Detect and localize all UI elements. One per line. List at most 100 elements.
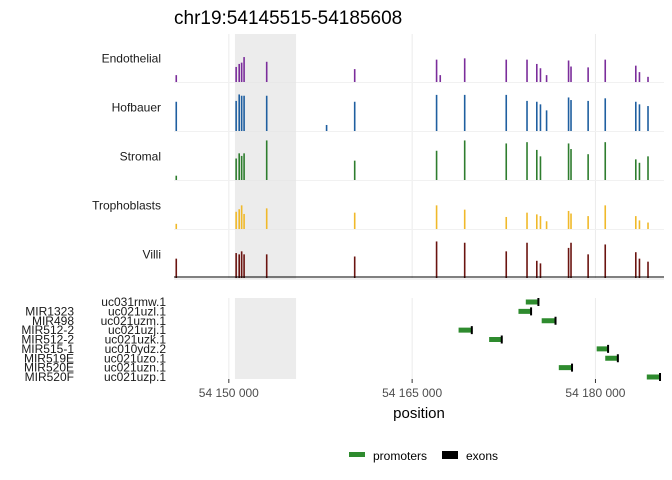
gene-exon bbox=[500, 335, 503, 344]
signal-peak bbox=[243, 153, 245, 180]
legend-swatch-promoters bbox=[349, 452, 365, 457]
gene-symbol-label: MIR520F bbox=[25, 370, 74, 384]
signal-peak bbox=[243, 213, 245, 229]
signal-peak bbox=[238, 254, 241, 278]
signal-peak bbox=[435, 59, 438, 82]
x-axis: 54 150 000 54 165 000 54 180 000 bbox=[199, 379, 626, 400]
gene-transcript-label: uc010ydz.2 bbox=[105, 342, 167, 356]
track-stromal: Stromal bbox=[120, 132, 664, 182]
track-label: Hofbauer bbox=[112, 101, 161, 115]
gene-exon bbox=[571, 363, 574, 372]
signal-peak bbox=[238, 153, 241, 180]
gene-row: uc021uzl.1 MIR1323 bbox=[25, 304, 533, 318]
gene-promoter bbox=[518, 308, 532, 314]
signal-peak bbox=[435, 241, 438, 278]
signal-peak bbox=[647, 261, 649, 278]
gene-promoter bbox=[646, 374, 661, 380]
signal-peak bbox=[539, 263, 542, 278]
gene-promoter bbox=[458, 327, 473, 333]
signal-peak bbox=[463, 94, 466, 131]
signal-peak bbox=[240, 62, 243, 82]
signal-peak bbox=[463, 209, 466, 229]
signal-peak bbox=[535, 260, 538, 278]
track-endothelial: Endothelial bbox=[102, 34, 664, 84]
gene-transcript-label: uc021uzn.1 bbox=[104, 361, 166, 375]
track-label: Stromal bbox=[120, 150, 161, 164]
signal-peak bbox=[634, 216, 637, 229]
gene-exon bbox=[607, 344, 610, 353]
gene-symbol-label: MIR498 bbox=[32, 314, 74, 328]
track-trophoblasts: Trophoblasts bbox=[92, 181, 664, 231]
gene-symbol-label: MIR1323 bbox=[25, 304, 74, 318]
track-label: Villi bbox=[143, 248, 161, 262]
gene-promoter bbox=[605, 355, 619, 361]
signal-peak bbox=[235, 253, 237, 278]
tracks-layer: Endothelial Hofbauer Stromal Trophoblasts Vi… bbox=[92, 34, 664, 280]
legend-swatch-exons bbox=[442, 451, 458, 459]
signal-peak bbox=[570, 66, 572, 82]
signal-peak bbox=[175, 101, 178, 131]
signal-peak bbox=[638, 220, 641, 229]
signal-peak bbox=[634, 65, 637, 82]
signal-peak bbox=[265, 208, 268, 229]
signal-peak bbox=[567, 247, 570, 278]
signal-peak bbox=[353, 256, 356, 278]
signal-peak bbox=[235, 100, 237, 131]
track-hofbauer: Hofbauer bbox=[112, 83, 664, 133]
signal-peak bbox=[535, 63, 538, 82]
signal-peak bbox=[587, 67, 589, 82]
gene-exon bbox=[554, 316, 557, 325]
gene-promoter bbox=[558, 365, 573, 371]
gene-exon bbox=[470, 326, 473, 335]
signal-peak bbox=[539, 68, 542, 82]
gene-row: uc010ydz.2 MIR515-1 bbox=[21, 342, 610, 356]
signal-peak bbox=[604, 244, 607, 278]
signal-peak bbox=[545, 110, 548, 131]
signal-peak bbox=[570, 149, 572, 180]
gene-row: uc031rmw.1 bbox=[101, 295, 540, 309]
signal-peak bbox=[545, 75, 548, 82]
signal-peak bbox=[238, 94, 241, 131]
signal-peak bbox=[240, 95, 243, 131]
signal-peak bbox=[463, 58, 466, 82]
signal-peak bbox=[505, 251, 508, 278]
signal-peak bbox=[243, 57, 245, 82]
signal-peak bbox=[240, 155, 243, 180]
signal-peak bbox=[634, 252, 637, 278]
signal-peak bbox=[238, 209, 241, 229]
gene-transcript-label: uc021uzm.1 bbox=[101, 314, 167, 328]
gene-row: uc021uzp.1 MIR520F bbox=[25, 370, 662, 384]
signal-peak bbox=[435, 205, 438, 229]
legend-label: exons bbox=[466, 449, 498, 463]
legend-label: promoters bbox=[373, 449, 427, 463]
gene-transcript-label: uc021uzl.1 bbox=[108, 304, 166, 318]
signal-peak bbox=[435, 94, 438, 131]
gene-symbol-label: MIR520E bbox=[24, 361, 74, 375]
gene-symbol-label: MIR515-1 bbox=[21, 342, 74, 356]
signal-peak bbox=[634, 159, 637, 180]
highlight-region bbox=[234, 83, 297, 132]
signal-peak bbox=[567, 97, 570, 131]
signal-peak bbox=[505, 59, 508, 82]
track-villi: Villi bbox=[143, 230, 664, 280]
signal-peak bbox=[435, 150, 438, 180]
gene-transcript-label: uc021uzj.1 bbox=[108, 323, 166, 337]
signal-peak bbox=[243, 95, 245, 131]
signal-peak bbox=[647, 156, 649, 180]
signal-peak bbox=[638, 162, 641, 180]
gene-symbol-label: MIR512-2 bbox=[21, 323, 74, 337]
signal-peak bbox=[587, 154, 589, 180]
signal-peak bbox=[265, 254, 268, 278]
signal-peak bbox=[526, 242, 528, 278]
signal-peak bbox=[647, 76, 649, 82]
signal-peak bbox=[539, 156, 542, 180]
signal-peak bbox=[587, 100, 589, 131]
gene-row: uc021uzn.1 MIR520E bbox=[24, 361, 574, 375]
signal-peak bbox=[235, 66, 237, 82]
signal-peak bbox=[587, 216, 589, 229]
signal-peak bbox=[463, 140, 466, 180]
gene-row: uc021uzo.1 MIR519E bbox=[24, 351, 619, 365]
signal-peak bbox=[567, 60, 570, 82]
